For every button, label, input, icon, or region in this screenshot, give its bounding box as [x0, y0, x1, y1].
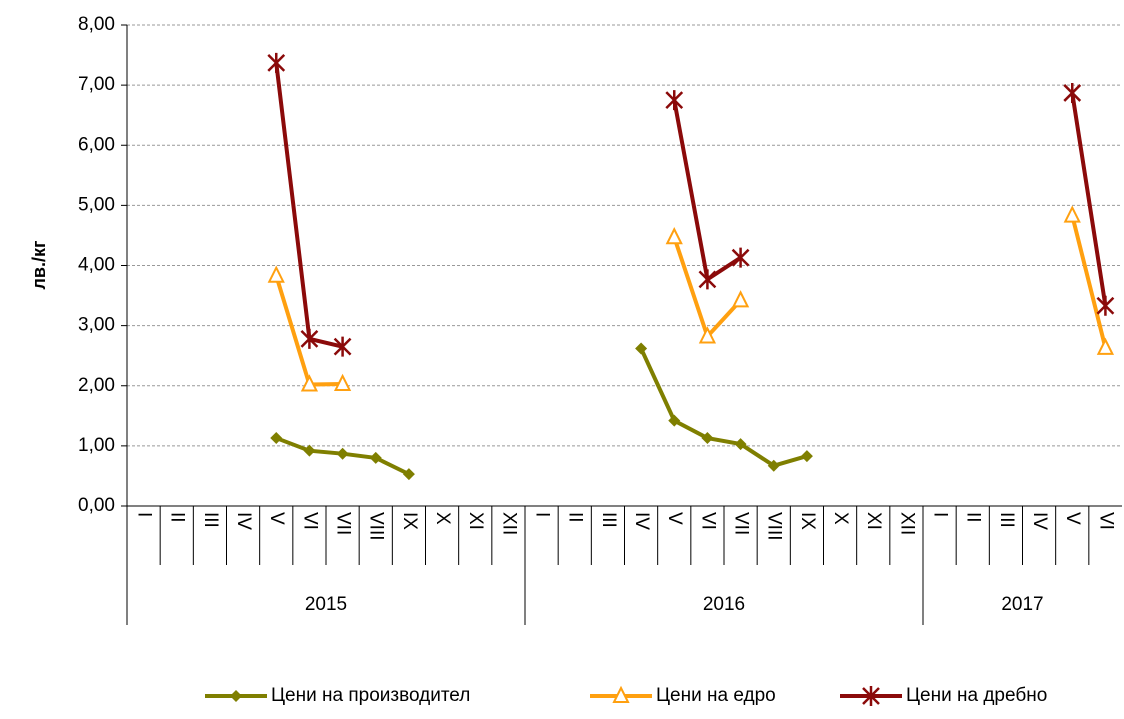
- x-tick-label: XI: [465, 512, 486, 530]
- marker: [665, 90, 684, 111]
- marker: [668, 414, 681, 427]
- x-tick-label: VIII: [764, 512, 785, 541]
- y-tick-label: 8,00: [78, 14, 115, 35]
- x-tick-label: VI: [697, 512, 718, 530]
- marker: [402, 468, 415, 481]
- marker: [665, 227, 683, 245]
- marker: [731, 290, 750, 308]
- x-tick-label: IV: [631, 512, 652, 530]
- x-tick-label: II: [565, 512, 586, 523]
- y-tick-label: 5,00: [78, 194, 115, 215]
- y-tick-label: 0,00: [78, 495, 115, 516]
- legend-label: Цени на производител: [271, 685, 470, 706]
- x-tick-label: III: [598, 512, 619, 528]
- marker: [767, 459, 780, 472]
- x-tick-label: VIII: [366, 512, 387, 541]
- x-tick-label: II: [167, 512, 188, 523]
- x-tick-label: V: [664, 512, 685, 525]
- group-label: 2017: [1001, 594, 1043, 615]
- marker: [701, 432, 714, 445]
- marker: [333, 336, 352, 357]
- legend-marker: [612, 685, 630, 703]
- group-label: 2015: [305, 594, 347, 615]
- x-tick-label: VI: [299, 512, 320, 530]
- x-tick-label: IV: [1029, 512, 1050, 530]
- y-tick-label: 1,00: [78, 435, 115, 456]
- marker: [698, 326, 717, 344]
- marker: [698, 269, 717, 290]
- marker: [267, 265, 285, 283]
- x-tick-label: XII: [896, 512, 917, 535]
- series-line: [274, 62, 1108, 349]
- series-line: [274, 215, 1108, 387]
- marker: [267, 52, 286, 73]
- x-tick-label: VI: [1095, 512, 1116, 530]
- y-tick-label: 3,00: [78, 315, 115, 336]
- marker: [1096, 295, 1115, 316]
- y-tick-label: 6,00: [78, 134, 115, 155]
- marker: [1096, 337, 1115, 355]
- marker: [1063, 205, 1081, 223]
- x-tick-label: V: [1062, 512, 1083, 525]
- x-tick-label: IX: [797, 512, 818, 530]
- marker: [333, 373, 352, 391]
- x-tick-label: IV: [233, 512, 254, 530]
- x-tick-label: XI: [863, 512, 884, 530]
- marker: [635, 342, 648, 355]
- x-tick-label: X: [830, 512, 851, 525]
- x-tick-label: XII: [498, 512, 519, 535]
- legend-label: Цени на дребно: [906, 685, 1047, 706]
- marker: [336, 447, 349, 460]
- marker: [800, 450, 813, 463]
- marker: [270, 432, 283, 445]
- x-tick-label: III: [200, 512, 221, 528]
- x-tick-label: V: [266, 512, 287, 525]
- y-axis-label: лв./кг: [29, 240, 49, 290]
- x-tick-label: VII: [731, 512, 752, 535]
- x-tick-label: IX: [399, 512, 420, 530]
- x-tick-label: I: [930, 512, 951, 517]
- y-tick-label: 7,00: [78, 74, 115, 95]
- y-tick-label: 2,00: [78, 375, 115, 396]
- marker: [300, 328, 319, 349]
- x-tick-label: X: [432, 512, 453, 525]
- y-tick-label: 4,00: [78, 255, 115, 276]
- legend-marker: [230, 690, 242, 702]
- group-label: 2016: [703, 594, 745, 615]
- marker: [300, 374, 319, 392]
- marker: [734, 438, 747, 451]
- legend-label: Цени на едро: [656, 685, 776, 706]
- x-tick-label: III: [996, 512, 1017, 528]
- x-tick-label: II: [963, 512, 984, 523]
- marker: [1063, 82, 1082, 103]
- marker: [369, 451, 382, 464]
- x-tick-label: VII: [333, 512, 354, 535]
- marker: [303, 444, 316, 457]
- series-line: [275, 347, 808, 476]
- x-tick-label: I: [532, 512, 553, 517]
- legend-marker: [862, 686, 880, 706]
- x-tick-label: I: [134, 512, 155, 517]
- marker: [731, 247, 750, 268]
